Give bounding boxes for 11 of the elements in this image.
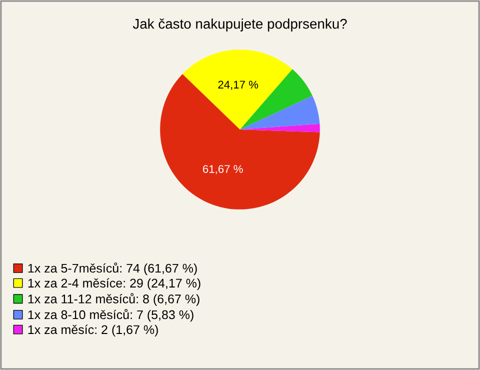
legend-label: 1x za měsíc: 2 (1,67 %) (28, 324, 158, 337)
legend-label: 1x za 8-10 měsíců: 7 (5,83 %) (28, 308, 194, 322)
legend-label: 1x za 11-12 měsíců: 8 (6,67 %) (28, 293, 200, 306)
pie-slice (182, 50, 292, 130)
legend-label: 1x za 5-7měsíců: 74 (61,67 %) (28, 262, 197, 276)
data-label: 61,67 % (203, 165, 243, 174)
pie-slice (240, 96, 320, 130)
legend-label: 1x za 2-4 měsíce: 29 (24,17 %) (28, 278, 200, 290)
data-label: 24,17 % (218, 80, 258, 90)
chart-title: Jak často nakupujete podprsenku? (132, 18, 347, 32)
pie-slice (160, 74, 320, 210)
